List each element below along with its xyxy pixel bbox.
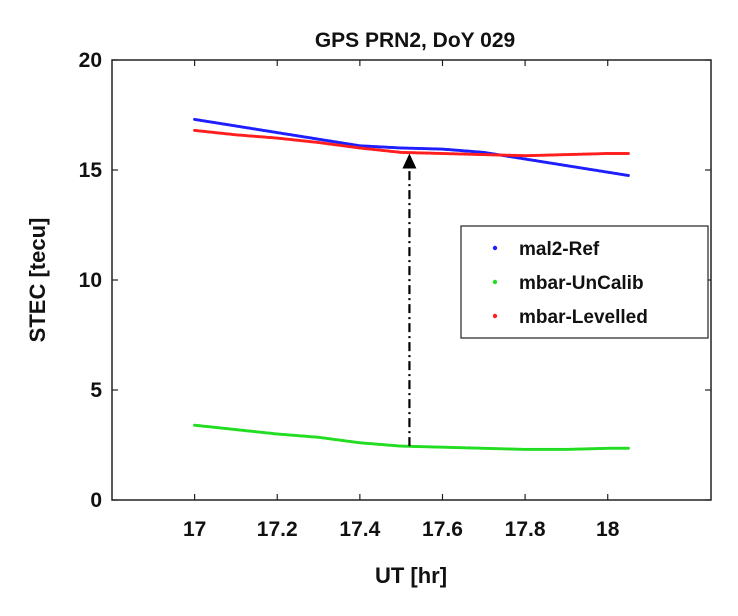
arrow-head [402,153,417,169]
legend-marker-mbar-levelled [492,313,498,319]
y-tick-label: 20 [79,49,102,72]
annotation-layer [402,153,417,447]
data-point [626,174,630,177]
series-layer [193,117,630,451]
series-mbar-levelled [193,128,630,158]
axis-ticks: 17 17.2 17.4 17.6 17.8 18 0 5 10 15 20 [79,49,711,541]
y-tick-label: 10 [79,269,102,292]
legend-marker-mbar-uncalib [492,279,498,285]
legend-label-mbar-uncalib: mbar-UnCalib [519,273,644,294]
y-tick-label: 5 [90,379,102,402]
x-tick-label: 17.6 [422,518,463,541]
legend-marker-mal2-ref [492,245,498,251]
series-mbar-uncalib [193,423,630,451]
legend: mal2-Ref mbar-UnCalib mbar-Levelled [460,225,709,339]
data-point [626,152,630,155]
y-tick-label: 15 [79,159,103,182]
x-tick-label: 17.8 [505,518,546,541]
x-tick-label: 17.2 [257,518,298,541]
legend-label-mal2-ref: mal2-Ref [519,239,600,260]
legend-box [460,225,709,339]
x-tick-label: 17.4 [339,518,380,541]
y-tick-label: 0 [90,489,102,512]
data-point [626,446,630,450]
x-axis-label: UT [hr] [375,563,447,588]
chart-title: GPS PRN2, DoY 029 [315,29,515,52]
legend-label-mbar-levelled: mbar-Levelled [519,307,648,328]
x-tick-label: 17 [183,518,206,541]
y-axis-label: STEC [tecu] [25,218,50,343]
x-tick-label: 18 [596,518,620,541]
